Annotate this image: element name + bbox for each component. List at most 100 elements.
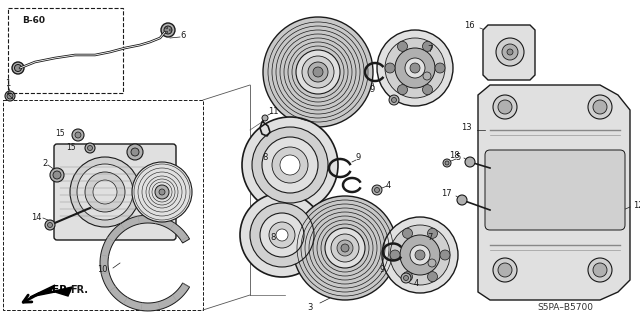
Circle shape (85, 172, 125, 212)
Text: 11: 11 (268, 108, 278, 116)
Circle shape (428, 259, 436, 267)
Circle shape (435, 63, 445, 73)
Circle shape (403, 272, 413, 282)
Circle shape (272, 147, 308, 183)
Circle shape (240, 193, 324, 277)
Circle shape (132, 162, 192, 222)
Circle shape (377, 30, 453, 106)
Text: FR.: FR. (70, 285, 88, 295)
Circle shape (155, 185, 169, 199)
Circle shape (50, 168, 64, 182)
Circle shape (5, 91, 15, 101)
Circle shape (382, 217, 458, 293)
Circle shape (93, 180, 117, 204)
Circle shape (443, 159, 451, 167)
Circle shape (392, 98, 397, 102)
Text: 9: 9 (380, 265, 385, 275)
Circle shape (457, 195, 467, 205)
Circle shape (325, 228, 365, 268)
Circle shape (588, 258, 612, 282)
Circle shape (445, 161, 449, 165)
Text: 10: 10 (97, 265, 108, 275)
Text: 14: 14 (31, 213, 42, 222)
Text: 4: 4 (413, 278, 419, 287)
Circle shape (588, 95, 612, 119)
Circle shape (127, 144, 143, 160)
Text: 13: 13 (461, 123, 472, 132)
Circle shape (262, 137, 318, 193)
Circle shape (341, 244, 349, 252)
Circle shape (372, 185, 382, 195)
Circle shape (75, 132, 81, 138)
FancyBboxPatch shape (485, 150, 625, 230)
Circle shape (440, 250, 450, 260)
Circle shape (161, 23, 175, 37)
Polygon shape (483, 25, 535, 80)
Text: 8: 8 (270, 234, 276, 242)
Circle shape (403, 228, 413, 238)
Circle shape (397, 41, 408, 51)
Circle shape (166, 31, 168, 33)
Circle shape (428, 228, 438, 238)
Circle shape (422, 85, 433, 95)
Circle shape (70, 157, 140, 227)
Polygon shape (478, 85, 630, 300)
Circle shape (400, 235, 440, 275)
Text: 7: 7 (428, 46, 433, 55)
Circle shape (85, 143, 95, 153)
Circle shape (131, 148, 139, 156)
Text: 1: 1 (5, 79, 11, 88)
Circle shape (390, 225, 450, 285)
Polygon shape (30, 285, 72, 297)
Circle shape (593, 100, 607, 114)
Circle shape (498, 100, 512, 114)
Circle shape (262, 115, 268, 121)
Circle shape (507, 49, 513, 55)
Circle shape (293, 196, 397, 300)
Circle shape (502, 44, 518, 60)
Circle shape (395, 48, 435, 88)
Text: 16: 16 (465, 20, 475, 29)
Circle shape (389, 95, 399, 105)
Circle shape (410, 245, 430, 265)
Circle shape (374, 188, 380, 192)
Circle shape (269, 222, 295, 248)
Circle shape (53, 171, 61, 179)
Text: FR.: FR. (52, 285, 72, 295)
Circle shape (493, 258, 517, 282)
Bar (3, 100, 203, 310)
Circle shape (405, 58, 425, 78)
Text: 15: 15 (67, 144, 76, 152)
Text: 4: 4 (385, 181, 390, 189)
Bar (8, 8, 123, 93)
Circle shape (280, 155, 300, 175)
Circle shape (164, 26, 172, 34)
Circle shape (250, 203, 314, 267)
Circle shape (465, 157, 475, 167)
Circle shape (45, 220, 55, 230)
Text: 18: 18 (449, 151, 460, 160)
Circle shape (331, 234, 359, 262)
Polygon shape (100, 215, 189, 311)
Circle shape (77, 164, 133, 220)
Circle shape (313, 67, 323, 77)
Text: 5: 5 (456, 153, 461, 162)
Circle shape (88, 145, 93, 151)
Text: S5PA–B5700: S5PA–B5700 (537, 303, 593, 313)
Text: 9: 9 (369, 85, 374, 94)
Circle shape (385, 63, 395, 73)
Circle shape (397, 85, 408, 95)
Circle shape (7, 93, 13, 99)
Circle shape (498, 263, 512, 277)
Circle shape (403, 276, 408, 280)
Text: 17: 17 (442, 189, 452, 197)
Circle shape (170, 29, 172, 31)
Circle shape (15, 64, 22, 71)
Circle shape (263, 17, 373, 127)
Circle shape (422, 41, 433, 51)
Text: B-60: B-60 (22, 16, 45, 25)
Circle shape (242, 117, 338, 213)
Text: 15: 15 (56, 129, 65, 137)
Circle shape (47, 222, 52, 227)
Circle shape (276, 229, 288, 241)
